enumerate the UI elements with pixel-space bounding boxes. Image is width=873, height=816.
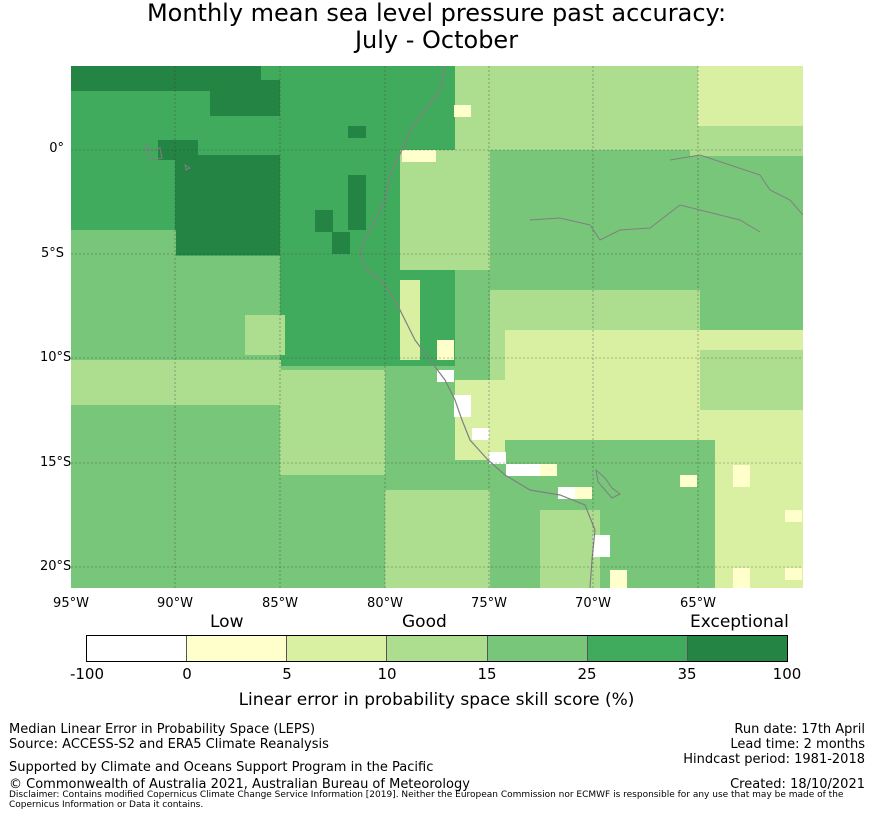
colorbar-tick: 25 bbox=[577, 665, 597, 683]
region-fill bbox=[610, 460, 700, 520]
region-fill bbox=[680, 475, 697, 487]
region-fill bbox=[733, 465, 750, 487]
map-title-line1: Monthly mean sea level pressure past acc… bbox=[146, 0, 727, 27]
colorbar-segment bbox=[187, 636, 288, 661]
colorbar-tick: 35 bbox=[677, 665, 697, 683]
latitude-label: 20°S bbox=[40, 559, 72, 574]
region-fill bbox=[71, 360, 281, 405]
coastline bbox=[359, 66, 596, 588]
region-fill bbox=[455, 380, 505, 460]
region-fill bbox=[437, 340, 454, 360]
longitude-label: 85°W bbox=[262, 596, 298, 611]
region-fill bbox=[437, 370, 454, 382]
region-fill bbox=[593, 535, 610, 557]
region-fill bbox=[175, 155, 280, 255]
colorbar-tick: 15 bbox=[477, 665, 497, 683]
footer-method: Median Linear Error in Probability Space… bbox=[9, 722, 316, 737]
footer-hindcast-period: Hindcast period: 1981-2018 bbox=[683, 752, 865, 767]
region-fill bbox=[690, 180, 803, 260]
region-fill bbox=[210, 80, 280, 116]
longitude-label: 80°W bbox=[367, 596, 403, 611]
region-fill bbox=[785, 568, 802, 580]
footer-support: Supported by Climate and Oceans Support … bbox=[9, 760, 434, 775]
region-fill bbox=[280, 370, 385, 475]
region-fill bbox=[71, 230, 176, 360]
region-fill bbox=[454, 395, 471, 417]
colorbar-segment bbox=[287, 636, 388, 661]
colorbar-tick: -100 bbox=[69, 665, 105, 683]
region-fill bbox=[245, 315, 285, 355]
skill-score-map bbox=[71, 66, 803, 588]
region-fill bbox=[332, 232, 350, 254]
colorbar-segment bbox=[687, 636, 787, 661]
map-title-line2: July - October bbox=[354, 26, 519, 54]
region-fill bbox=[700, 350, 803, 410]
latitude-label: 15°S bbox=[40, 455, 72, 470]
galapagos-islands bbox=[144, 144, 192, 171]
colorbar-tick: 5 bbox=[282, 665, 292, 683]
footer-source: Source: ACCESS-S2 and ERA5 Climate Reana… bbox=[9, 737, 329, 752]
region-fill bbox=[402, 150, 436, 162]
longitude-label: 70°W bbox=[575, 596, 611, 611]
gridlines bbox=[71, 66, 803, 588]
footer-copyright: © Commonwealth of Australia 2021, Austra… bbox=[9, 777, 470, 792]
colorbar-segment bbox=[87, 636, 188, 661]
region-fill bbox=[785, 510, 802, 522]
region-fill bbox=[385, 490, 490, 588]
region-fill bbox=[472, 428, 489, 440]
longitude-label: 90°W bbox=[157, 596, 193, 611]
region-fill bbox=[158, 140, 198, 160]
latitude-label: 10°S bbox=[40, 350, 72, 365]
latitude-label: 5°S bbox=[40, 246, 64, 261]
longitude-label: 65°W bbox=[680, 596, 716, 611]
region-fill bbox=[348, 175, 366, 230]
region-fill bbox=[698, 66, 803, 126]
longitude-label: 75°W bbox=[471, 596, 507, 611]
colorbar-segment bbox=[487, 636, 588, 661]
colorbar-tick: 0 bbox=[182, 665, 192, 683]
region-fill bbox=[506, 464, 540, 476]
colorbar-label: Linear error in probability space skill … bbox=[238, 690, 635, 710]
region-fill bbox=[400, 150, 490, 270]
river bbox=[529, 154, 803, 241]
region-fill bbox=[489, 452, 506, 464]
region-fill bbox=[454, 105, 471, 117]
longitude-label: 95°W bbox=[53, 596, 89, 611]
colorbar bbox=[86, 635, 788, 662]
legend-category-exceptional: Exceptional bbox=[690, 612, 789, 632]
region-fill bbox=[348, 126, 366, 138]
region-fill bbox=[540, 510, 600, 588]
colorbar-segment bbox=[587, 636, 688, 661]
footer-run-date: Run date: 17th April bbox=[734, 722, 865, 737]
footer-created-date: Created: 18/10/2021 bbox=[730, 777, 865, 792]
region-fill bbox=[540, 464, 557, 476]
lake-titicaca bbox=[595, 468, 621, 499]
region-fill bbox=[610, 570, 627, 588]
colorbar-tick: 10 bbox=[377, 665, 397, 683]
region-fill bbox=[490, 150, 690, 260]
legend-category-low: Low bbox=[210, 612, 244, 632]
region-fill bbox=[575, 487, 592, 499]
region-fill bbox=[733, 568, 750, 588]
footer-lead-time: Lead time: 2 months bbox=[730, 737, 865, 752]
latitude-label: 0° bbox=[49, 141, 64, 156]
legend-category-good: Good bbox=[402, 612, 447, 632]
footer-disclaimer: Disclaimer: Contains modified Copernicus… bbox=[9, 790, 844, 810]
colorbar-segment bbox=[387, 636, 488, 661]
colorbar-tick: 100 bbox=[772, 665, 802, 683]
region-fill bbox=[400, 280, 420, 360]
region-fill bbox=[315, 210, 333, 232]
